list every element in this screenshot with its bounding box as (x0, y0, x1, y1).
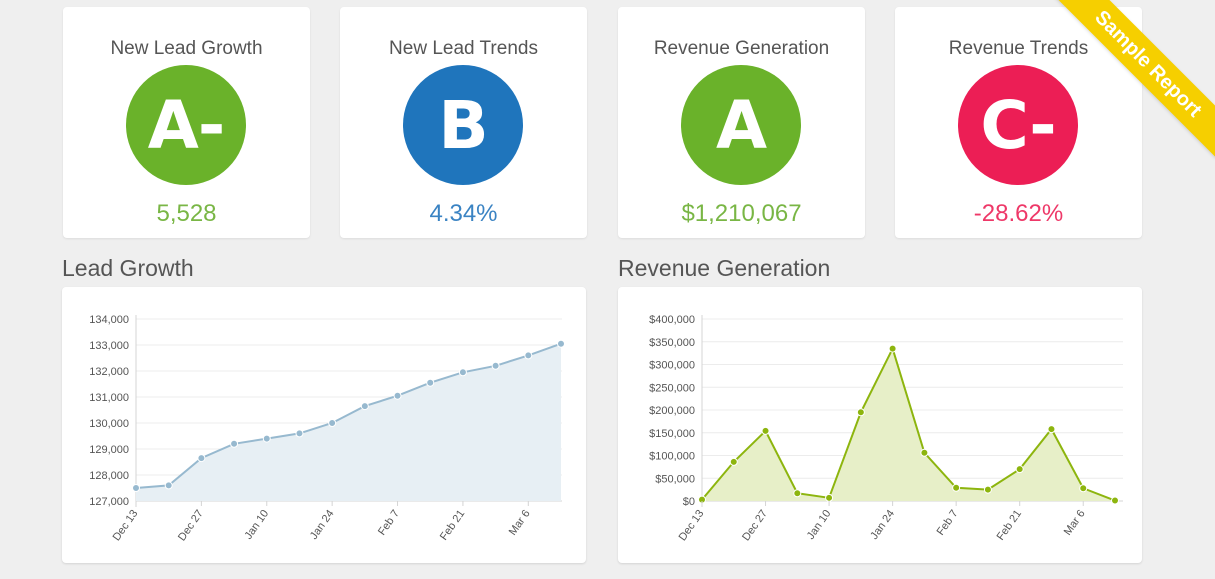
revenue-generation-chart-panel: $0 $50,000 $100,000 $150,000 $200,000 $250,00… (618, 287, 1142, 563)
grade-letter: B (438, 86, 488, 164)
series-area (702, 348, 1115, 501)
x-tick-label: Dec 27 (176, 508, 206, 543)
card-value: -28.62% (973, 200, 1064, 227)
x-tick-label: Mar 6 (1062, 508, 1088, 538)
lead-growth-chart-panel: 127,000 128,000 129,000 130,000 131,000 132,0… (62, 287, 586, 563)
grade-circle: A (681, 65, 801, 185)
x-tick-label: Feb 7 (376, 508, 402, 538)
data-point (1015, 465, 1024, 474)
data-point (1079, 484, 1088, 493)
grade-letter: A (715, 86, 767, 164)
x-tick-label: Feb 21 (995, 508, 1024, 543)
card-revenue-trends: Revenue Trends C- -28.62% (895, 7, 1142, 238)
y-tick-label: $200,000 (649, 405, 695, 417)
card-new-lead-growth: New Lead Growth A- 5,528 (63, 7, 310, 238)
grade-letter: A- (147, 86, 225, 164)
y-tick-label: $400,000 (649, 314, 695, 326)
data-point (983, 485, 992, 494)
y-tick-label: 131,000 (89, 392, 129, 404)
data-point (856, 408, 865, 417)
y-tick-label: 127,000 (89, 496, 129, 508)
x-tick-label: Dec 13 (111, 508, 141, 543)
x-tick-label: Feb 7 (935, 508, 961, 538)
x-tick-label: Feb 21 (438, 508, 467, 543)
card-new-lead-trends: New Lead Trends B 4.34% (340, 7, 587, 238)
data-point (524, 351, 533, 360)
y-tick-label: $0 (683, 496, 695, 508)
data-point (952, 483, 961, 492)
data-point (1111, 496, 1119, 505)
card-title: Revenue Generation (653, 38, 830, 59)
x-tick-label: Dec 13 (677, 508, 707, 543)
x-tick-label: Jan 24 (868, 508, 897, 542)
data-point (164, 481, 173, 490)
data-point (557, 339, 565, 348)
y-tick-label: $100,000 (649, 451, 695, 463)
revenue-generation-section-title: Revenue Generation (618, 255, 831, 281)
data-point (230, 439, 239, 448)
data-point (426, 378, 435, 387)
card-revenue-generation: Revenue Generation A $1,210,067 (618, 7, 865, 238)
data-point (132, 484, 140, 492)
data-point (393, 391, 402, 400)
data-point (491, 361, 500, 370)
card-value: 4.34% (429, 200, 498, 227)
data-point (262, 434, 271, 443)
series-line (135, 342, 562, 489)
lead-growth-section-title: Lead Growth (62, 255, 194, 281)
data-point (458, 368, 467, 377)
grade-letter: C- (980, 86, 1056, 164)
series-area (136, 343, 561, 501)
grade-circle: B (403, 65, 523, 185)
x-tick-label: Jan 24 (308, 508, 337, 542)
data-point (360, 402, 369, 411)
y-tick-label: $150,000 (649, 428, 695, 440)
data-point (761, 426, 770, 435)
y-tick-label: $50,000 (655, 473, 695, 485)
y-tick-label: 134,000 (89, 314, 129, 326)
data-point (1047, 425, 1056, 434)
card-title: New Lead Growth (110, 38, 263, 59)
data-point (793, 489, 802, 498)
data-point (197, 454, 206, 463)
y-tick-label: $350,000 (649, 337, 695, 349)
y-tick-label: 133,000 (89, 340, 129, 352)
data-point (920, 448, 929, 457)
data-point (328, 419, 337, 427)
y-tick-label: 128,000 (89, 470, 129, 482)
x-tick-label: Jan 10 (242, 508, 271, 542)
series-line (701, 345, 1116, 502)
y-tick-label: 130,000 (89, 418, 129, 430)
grade-circle: A- (126, 65, 246, 185)
lead-growth-chart: 127,000 128,000 129,000 130,000 131,000 132,0… (89, 314, 565, 543)
x-tick-label: Jan 10 (805, 508, 834, 542)
x-tick-label: Dec 27 (740, 508, 770, 543)
card-value: $1,210,067 (681, 200, 802, 227)
data-point (825, 493, 834, 502)
grade-circle: C- (958, 65, 1078, 185)
card-title: Revenue Trends (948, 38, 1089, 59)
y-tick-label: $300,000 (649, 360, 695, 372)
data-point (295, 429, 304, 438)
card-title: New Lead Trends (389, 38, 538, 59)
card-value: 5,528 (156, 200, 217, 227)
revenue-generation-chart: $0 $50,000 $100,000 $150,000 $200,000 $250,00… (649, 314, 1123, 543)
data-point (888, 344, 897, 353)
x-tick-label: Mar 6 (507, 508, 533, 538)
data-point (729, 457, 738, 466)
y-tick-label: $250,000 (649, 382, 695, 394)
y-tick-label: 132,000 (89, 366, 129, 378)
y-tick-label: 129,000 (89, 444, 129, 456)
